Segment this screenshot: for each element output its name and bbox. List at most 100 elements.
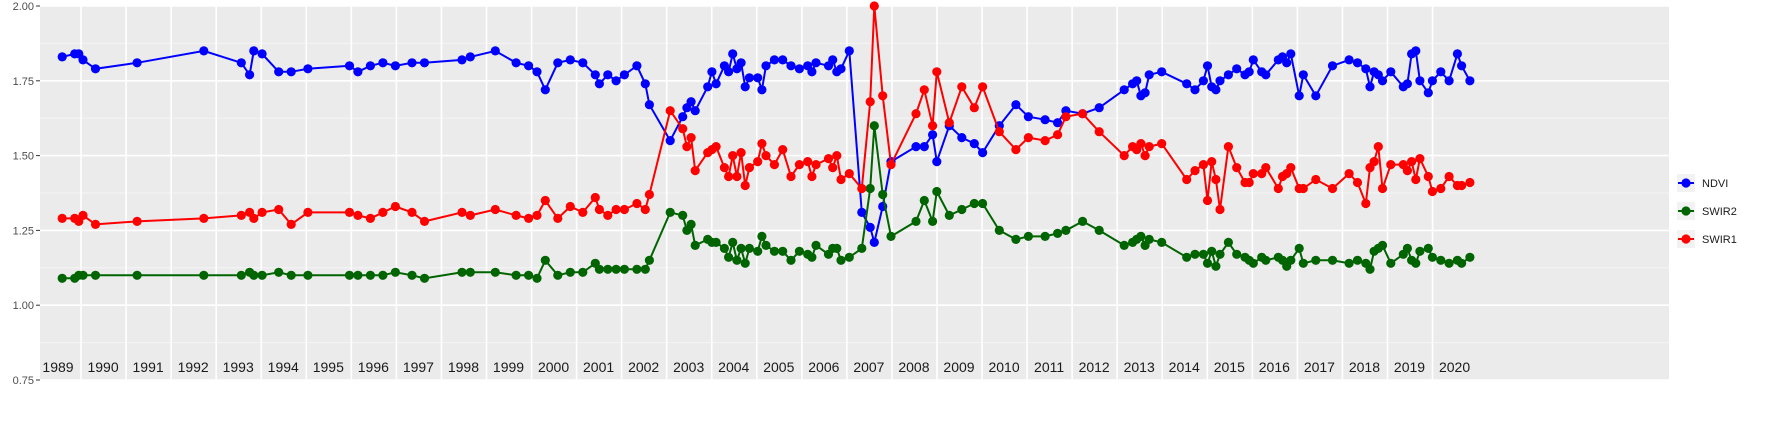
legend-key-point — [1681, 178, 1691, 188]
data-point — [1327, 255, 1338, 265]
data-point — [1157, 139, 1167, 149]
data-point — [1261, 255, 1271, 265]
data-point — [1094, 103, 1104, 113]
year-label: 1991 — [133, 359, 164, 375]
year-label: 1997 — [403, 359, 434, 375]
data-point — [1211, 85, 1221, 95]
data-point — [803, 157, 813, 167]
data-point — [844, 169, 854, 179]
data-point — [1452, 49, 1462, 59]
data-point — [353, 270, 363, 280]
year-labels: 1989 1990 1991 1992 1993 1994 1995 1996 1997 1998… — [42, 359, 1470, 375]
data-point — [344, 207, 355, 217]
data-point — [1182, 252, 1192, 262]
year-label: 2014 — [1169, 359, 1200, 375]
data-point — [1311, 91, 1321, 101]
data-point — [769, 55, 780, 65]
data-point — [1136, 231, 1146, 241]
data-point — [640, 204, 650, 215]
data-point — [1157, 67, 1167, 77]
data-point — [1190, 166, 1200, 176]
data-point — [1386, 160, 1396, 170]
data-point — [1140, 88, 1150, 98]
data-point — [886, 231, 896, 241]
data-point — [1286, 163, 1296, 173]
data-point — [532, 67, 542, 77]
data-point — [1202, 258, 1213, 268]
data-point — [724, 252, 734, 262]
data-point — [90, 219, 101, 229]
data-point — [1244, 67, 1254, 77]
data-point — [807, 171, 817, 182]
data-point — [249, 270, 259, 280]
data-point — [1157, 237, 1167, 247]
data-point — [619, 264, 630, 274]
data-point — [686, 133, 696, 143]
year-label: 1998 — [448, 359, 479, 375]
data-point — [1377, 183, 1388, 194]
data-point — [540, 85, 550, 95]
data-point — [1132, 76, 1142, 86]
data-point — [957, 204, 967, 215]
year-label: 1989 — [42, 359, 73, 375]
data-point — [1011, 234, 1021, 244]
data-point — [1444, 76, 1454, 86]
data-point — [644, 255, 655, 265]
data-point — [911, 109, 921, 119]
data-point — [1023, 112, 1033, 122]
data-point — [736, 148, 746, 158]
data-point — [1436, 183, 1446, 194]
data-point — [611, 204, 621, 215]
data-point — [1286, 255, 1296, 265]
data-point — [794, 160, 805, 170]
data-point — [778, 145, 788, 155]
data-point — [1223, 70, 1233, 80]
data-point — [57, 273, 67, 283]
data-point — [553, 58, 563, 68]
data-point — [994, 225, 1004, 235]
year-label: 2010 — [988, 359, 1019, 375]
year-label: 2012 — [1079, 359, 1110, 375]
data-point — [794, 246, 805, 256]
y-tick-label: 1.75 — [13, 76, 34, 88]
data-point — [911, 216, 921, 226]
data-point — [836, 64, 846, 74]
data-point — [257, 207, 267, 217]
year-label: 2015 — [1214, 359, 1245, 375]
data-point — [1202, 61, 1213, 71]
data-point — [753, 73, 763, 83]
data-point — [407, 270, 417, 280]
data-point — [132, 58, 142, 68]
data-point — [711, 237, 721, 247]
data-point — [57, 52, 67, 62]
data-point — [869, 121, 879, 131]
data-point — [919, 85, 929, 95]
data-point — [978, 198, 988, 209]
data-point — [769, 246, 780, 256]
data-point — [928, 216, 938, 226]
data-point — [1436, 67, 1446, 77]
data-point — [753, 246, 763, 256]
data-point — [365, 270, 375, 280]
data-point — [1202, 195, 1213, 206]
data-point — [1465, 76, 1475, 86]
data-point — [1182, 174, 1192, 185]
data-point — [1286, 49, 1296, 59]
data-point — [865, 183, 875, 194]
data-point — [811, 58, 821, 68]
data-point — [90, 64, 101, 74]
data-point — [511, 210, 521, 220]
y-tick-label: 1.25 — [13, 225, 34, 237]
data-point — [757, 85, 767, 95]
data-point — [1190, 249, 1200, 259]
data-point — [1040, 136, 1050, 146]
data-point — [724, 171, 734, 182]
data-point — [1040, 231, 1050, 241]
y-tick-label: 2.00 — [13, 1, 34, 13]
data-point — [807, 67, 817, 77]
series-swir1 — [57, 1, 1475, 229]
data-point — [969, 103, 979, 113]
year-label: 1990 — [87, 359, 118, 375]
data-point — [957, 82, 967, 92]
data-point — [1423, 88, 1433, 98]
